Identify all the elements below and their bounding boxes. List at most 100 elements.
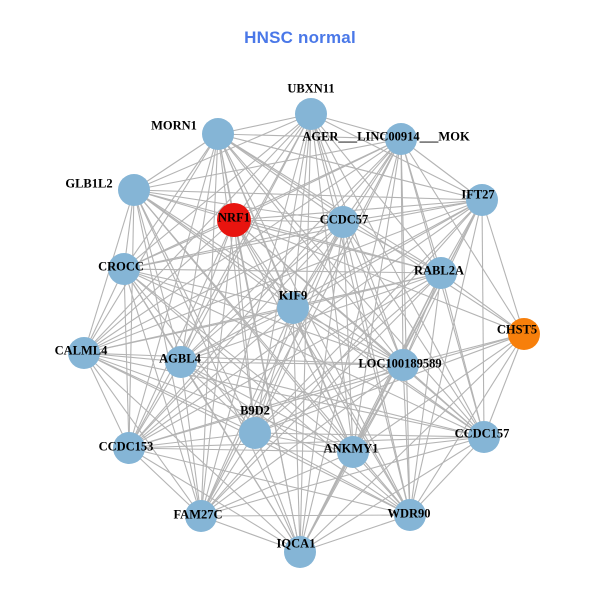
graph-edge [123,268,130,449]
graph-edge [200,364,404,517]
graph-edge [400,138,483,201]
graph-edge [352,138,402,453]
graph-edge [292,307,485,438]
graph-node[interactable] [295,98,327,130]
graph-edge [123,268,404,366]
graph-node[interactable] [425,257,457,289]
graph-edge [83,352,301,553]
graph-edge [128,133,219,449]
graph-edge [133,133,219,191]
graph-edge [342,221,404,366]
graph-edge [83,352,182,363]
graph-edge [292,307,411,516]
graph-edge [310,113,442,274]
graph-edge [133,189,294,309]
graph-edge [217,133,402,140]
graph-node[interactable] [185,500,217,532]
graph-edge [128,189,135,449]
graph-edge [400,138,411,516]
graph-edge [310,113,344,223]
graph-edge [483,333,525,438]
nodes-layer [68,98,540,568]
graph-node[interactable] [468,421,500,453]
graph-edge [128,447,202,517]
graph-edge [402,272,442,366]
graph-edge [292,113,312,309]
graph-edge [233,219,442,274]
graph-edge [299,272,442,553]
graph-edge [180,361,411,516]
graph-edge [200,451,354,517]
graph-edge [123,221,344,270]
graph-edge [409,333,525,516]
graph-node[interactable] [165,346,197,378]
graph-edge [83,352,485,438]
graph-edge [133,189,256,434]
edges-layer [83,113,525,553]
graph-edge [352,436,485,453]
graph-edge [254,199,483,434]
graph-edge [254,432,411,516]
graph-edge [180,221,344,363]
graph-edge [180,199,483,363]
graph-edge [123,219,235,270]
graph-edge [83,352,202,517]
graph-edge [133,113,312,191]
graph-edge [310,113,354,453]
graph-edge [402,333,525,366]
graph-node[interactable] [217,203,251,237]
graph-node[interactable] [466,184,498,216]
graph-edge [133,189,483,201]
graph-edge [83,352,130,449]
graph-node[interactable] [68,337,100,369]
graph-edge [128,138,402,449]
graph-edge [217,133,483,201]
graph-node[interactable] [202,118,234,150]
graph-edge [233,113,312,221]
graph-node[interactable] [337,436,369,468]
graph-edge [83,352,256,434]
graph-edge [481,199,525,335]
graph-edge [233,219,294,309]
graph-node[interactable] [118,174,150,206]
graph-edge [128,113,312,449]
graph-edge [254,272,442,434]
graph-node[interactable] [277,292,309,324]
graph-edge [310,113,404,366]
graph-edge [440,272,525,335]
graph-edge [83,219,235,354]
graph-edge [128,447,301,553]
graph-edge [83,199,483,354]
graph-edge [342,138,402,223]
graph-edge [180,361,354,453]
graph-edge [299,138,402,553]
graph-edge [200,515,301,553]
graph-edge [83,352,404,366]
graph-edge [254,432,485,438]
graph-edge [292,199,483,309]
graph-edge [123,268,442,274]
graph-edge [200,272,442,517]
graph-node[interactable] [387,349,419,381]
graph-node[interactable] [394,499,426,531]
graph-node[interactable] [327,206,359,238]
graph-node[interactable] [108,253,140,285]
graph-node[interactable] [113,432,145,464]
graph-edge [254,432,354,453]
graph-edge [217,133,256,434]
graph-edge [133,138,402,191]
graph-edge [180,361,485,438]
graph-edge [299,221,344,553]
graph-edge [310,113,411,516]
graph-edge [128,333,525,449]
graph-edge [292,221,344,309]
graph-node[interactable] [284,536,316,568]
graph-edge [128,447,411,516]
graph-node[interactable] [508,318,540,350]
graph-node[interactable] [385,123,417,155]
graph-edge [299,113,312,553]
graph-edge [409,199,483,516]
graph-edge [217,133,525,335]
graph-node[interactable] [239,417,271,449]
